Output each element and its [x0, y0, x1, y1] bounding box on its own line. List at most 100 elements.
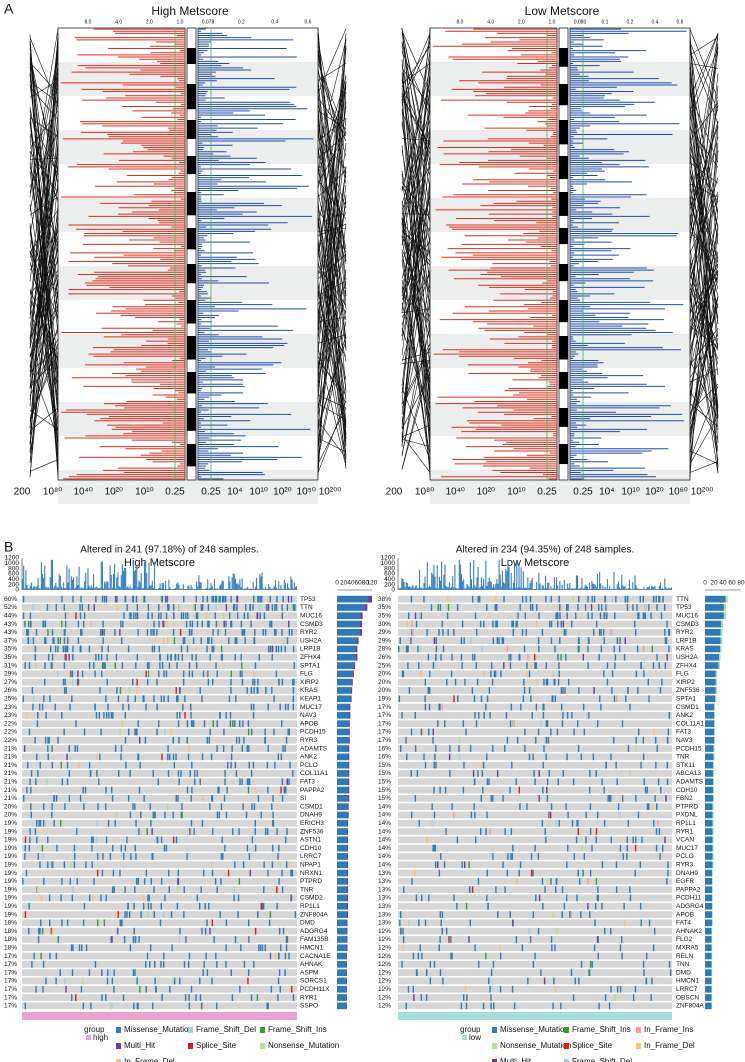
mutation — [237, 596, 238, 603]
mutation — [84, 729, 85, 736]
gene-pct: 19% — [4, 878, 17, 885]
mutation — [64, 662, 65, 669]
mutation — [575, 978, 576, 985]
mutation — [30, 612, 31, 619]
tmb-bar — [536, 582, 537, 590]
gene-bar — [712, 878, 713, 885]
mutation — [43, 878, 44, 885]
gene-pct: 21% — [4, 787, 17, 794]
mutation — [565, 629, 566, 636]
mutation — [432, 737, 433, 744]
tmb-bar — [160, 583, 161, 590]
mutation — [163, 671, 164, 678]
tmb-bar — [538, 573, 539, 590]
gene-bar — [705, 729, 714, 736]
tmb-bar — [628, 588, 629, 590]
tmb-bar — [92, 588, 93, 590]
mutation — [90, 770, 91, 777]
mutation — [32, 604, 33, 611]
mutation — [288, 596, 289, 603]
mutation — [119, 870, 120, 877]
mutation — [158, 720, 159, 727]
gene-bar — [711, 944, 712, 951]
mutation — [601, 778, 602, 785]
mutation — [53, 795, 54, 802]
mutation — [150, 629, 151, 636]
mutation — [208, 621, 209, 628]
tmb-bar — [524, 588, 525, 590]
mutation — [498, 637, 499, 644]
mutation — [611, 629, 612, 636]
tmb-bar — [433, 565, 434, 590]
gene-bar — [337, 646, 355, 653]
tmb-bar — [235, 579, 236, 590]
mutation — [615, 994, 616, 1001]
gene-bar — [711, 986, 712, 993]
gene-bar — [705, 712, 714, 719]
gene-pct: 25% — [378, 662, 391, 669]
mutation — [158, 621, 159, 628]
row-bg — [398, 695, 672, 702]
mutation — [591, 612, 592, 619]
row-bg — [22, 737, 297, 744]
tmb-bar — [496, 579, 497, 590]
row-bg — [22, 612, 297, 619]
mutation — [597, 895, 598, 902]
mutation — [216, 671, 217, 678]
mutation — [202, 969, 203, 976]
mutation — [121, 920, 122, 927]
mutation — [445, 787, 446, 794]
mutation — [283, 928, 284, 935]
gene-bar — [705, 953, 711, 960]
gene-pct: 14% — [378, 861, 391, 868]
mutation — [26, 787, 27, 794]
bottom-tick-label: 0.25 — [537, 487, 557, 498]
gene-pct: 14% — [378, 853, 391, 860]
mutation — [101, 646, 102, 653]
gene-pct: 20% — [4, 803, 17, 810]
tmb-bar — [532, 578, 533, 590]
mutation — [664, 837, 665, 844]
gene-name: FAT3 — [676, 729, 691, 736]
mutation — [223, 729, 224, 736]
tmb-bar — [410, 588, 411, 590]
mutation — [159, 662, 160, 669]
tmb-bar — [417, 588, 418, 590]
mutation — [538, 928, 539, 935]
mutation — [292, 870, 293, 877]
gene-pct: 17% — [4, 994, 17, 1001]
gene-bar — [716, 687, 717, 694]
tmb-bar — [260, 577, 261, 590]
gene-bar — [352, 671, 354, 678]
mutation — [512, 986, 513, 993]
mutation — [232, 994, 233, 1001]
mutation — [553, 911, 554, 918]
mutation — [616, 861, 617, 868]
mutation — [122, 704, 123, 711]
mutation — [667, 762, 668, 769]
mutation — [440, 969, 441, 976]
mutation — [526, 803, 527, 810]
gene-name: LRP1B — [676, 637, 697, 644]
gene-pct: 13% — [378, 903, 391, 910]
row-bg — [398, 687, 672, 694]
mutation — [254, 803, 255, 810]
mutation — [450, 936, 451, 943]
tmb-bar — [256, 578, 257, 590]
tmb-bar — [591, 581, 592, 590]
mutation — [597, 720, 598, 727]
mutation — [242, 629, 243, 636]
tmb-bar — [619, 588, 620, 590]
gene-bar — [347, 837, 348, 844]
tmb-bar — [666, 589, 667, 590]
gene-bar — [337, 662, 353, 669]
mutation — [546, 737, 547, 744]
mutation — [145, 737, 146, 744]
mutation — [516, 936, 517, 943]
gene-pct: 12% — [378, 936, 391, 943]
mutation — [586, 712, 587, 719]
mutation — [58, 936, 59, 943]
top-tick-label: 0.6 — [305, 19, 312, 25]
mutation — [625, 695, 626, 702]
mutation — [192, 720, 193, 727]
